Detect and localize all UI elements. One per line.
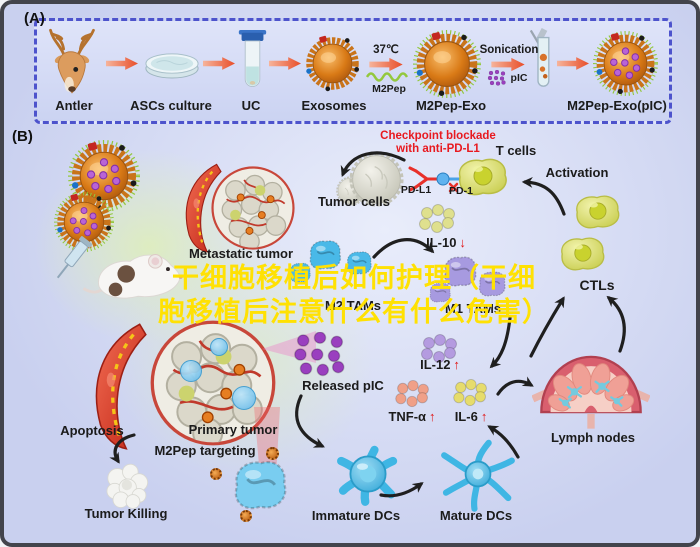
m2pep-label: M2Pep — [372, 83, 406, 95]
m1-tams-label: M1 TAMs — [444, 301, 502, 316]
pd-1-label: PD-1 — [449, 185, 473, 197]
exosome-icon — [303, 34, 362, 93]
checkpoint-line1: Checkpoint blockade — [380, 130, 496, 142]
exosome-m2pep-pic-icon — [593, 31, 658, 96]
pic-molecules-icon — [487, 70, 507, 86]
process-arrow-icon — [106, 56, 138, 71]
apoptosis-label: Apoptosis — [60, 423, 124, 438]
anti-pd-l1-antibody-icon — [408, 166, 476, 193]
tnf-name: TNF-α — [388, 409, 427, 424]
il12-name: IL-12 — [420, 357, 451, 372]
watermark-line2: 胞移植后注意什么有什么危害） — [158, 297, 550, 327]
process-arrow-icon — [203, 56, 235, 71]
panel-b-tag: (B) — [12, 128, 33, 145]
il6-molecules-icon — [452, 379, 490, 407]
ctl-cell-icon — [570, 192, 624, 232]
lymph-nodes-label: Lymph nodes — [550, 430, 636, 445]
m2pep-targeting-label: M2Pep targeting — [154, 443, 256, 458]
m2pep-squiggle-icon — [366, 72, 408, 82]
step-label-ascs-culture: ASCs culture — [130, 98, 212, 113]
temperature-label: 37℃ — [373, 44, 399, 56]
petri-dish-icon — [143, 48, 201, 81]
sonication-tube-icon — [529, 28, 556, 94]
primary-tumor-label: Primary tumor — [188, 422, 278, 437]
m2-tams-label: M2 TAMs — [324, 298, 382, 313]
checkpoint-blockade-label: Checkpoint blockade with anti-PD-L1 — [360, 130, 516, 155]
released-pic-molecules-icon — [292, 332, 348, 377]
centrifuge-tube-icon — [237, 28, 268, 94]
il12-label: IL-12 ↑ — [403, 357, 477, 372]
panel-a-frame — [34, 18, 672, 124]
watermark-text: 干细胞移植后如何护理（干细 胞移植后注意什么有什么危害） — [30, 261, 678, 329]
immature-dcs-label: Immature DCs — [311, 508, 401, 523]
exosome-m2pep-icon — [413, 30, 481, 98]
il10-trend-arrow: ↓ — [459, 235, 466, 250]
metastatic-tumor-icon — [209, 164, 297, 252]
pic-label: pIC — [510, 72, 528, 84]
pd-l1-label: PD-L1 — [400, 184, 432, 196]
mini-exosome-icon — [210, 468, 222, 480]
tumor-infiltrating-cell — [232, 386, 256, 410]
tumor-infiltrating-cell — [210, 338, 228, 356]
tnf-label: TNF-α ↑ — [372, 409, 452, 424]
deer-antler-icon — [44, 26, 100, 98]
apoptotic-cell-icon — [98, 459, 154, 511]
lymph-node-icon — [532, 344, 650, 436]
tumor-killing-label: Tumor Killing — [84, 506, 168, 521]
targeted-m2-cell-icon — [224, 454, 296, 518]
mini-exosome-icon — [266, 447, 279, 460]
il10-name: IL-10 — [426, 235, 457, 250]
t-cells-label: T cells — [495, 143, 537, 158]
il10-label: IL-10 ↓ — [409, 235, 483, 250]
metastatic-tumor-label: Metastatic tumor — [188, 246, 294, 261]
mini-exosome-icon — [240, 510, 252, 522]
tumor-cells-label: Tumor cells — [317, 194, 390, 209]
mature-dc-icon — [432, 434, 524, 514]
il6-label: IL-6 ↑ — [439, 409, 503, 424]
process-arrow-icon — [367, 57, 405, 72]
panel-a-tag: (A) — [24, 10, 45, 27]
released-pic-label: Released pIC — [302, 378, 384, 393]
step-label-exosomes: Exosomes — [301, 98, 367, 113]
il12-trend-arrow: ↑ — [453, 357, 460, 372]
checkpoint-line2: with anti-PD-L1 — [396, 142, 480, 155]
step-label-uc: UC — [241, 98, 261, 113]
step-label-m2pep-exo-pic: M2Pep-Exo(pIC) — [567, 98, 667, 113]
step-label-m2pep-exo: M2Pep-Exo — [415, 98, 487, 113]
il10-molecules-icon — [418, 204, 458, 234]
process-arrow-icon — [557, 56, 589, 71]
step-label-antler: Antler — [55, 98, 93, 113]
ctls-label: CTLs — [579, 277, 615, 293]
il6-name: IL-6 — [454, 409, 478, 424]
il6-trend-arrow: ↑ — [480, 409, 488, 424]
activation-label: Activation — [545, 165, 609, 180]
tnf-trend-arrow: ↑ — [429, 409, 436, 424]
tumor-infiltrating-cell — [180, 360, 202, 382]
immature-dc-icon — [324, 437, 412, 511]
sonication-label: Sonication — [479, 44, 539, 56]
process-arrow-icon — [269, 56, 301, 71]
mature-dcs-label: Mature DCs — [439, 508, 513, 523]
watermark-line1: 干细胞移植后如何护理（干细 — [172, 263, 536, 293]
